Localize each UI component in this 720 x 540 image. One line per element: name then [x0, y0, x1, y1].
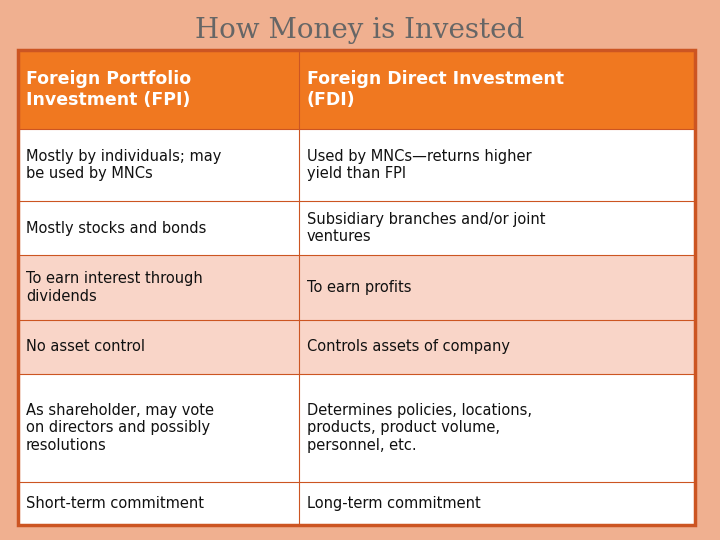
Text: Mostly stocks and bonds: Mostly stocks and bonds [26, 221, 207, 235]
Bar [18, 50, 299, 129]
Text: As shareholder, may vote
on directors and possibly
resolutions: As shareholder, may vote on directors an… [26, 403, 214, 453]
Text: Mostly by individuals; may
be used by MNCs: Mostly by individuals; may be used by MN… [26, 149, 221, 181]
Text: Determines policies, locations,
products, product volume,
personnel, etc.: Determines policies, locations, products… [307, 403, 532, 453]
Bar [18, 320, 695, 374]
Text: No asset control: No asset control [26, 339, 145, 354]
Text: How Money is Invested: How Money is Invested [195, 17, 525, 44]
Bar [18, 50, 695, 525]
Bar [299, 50, 695, 129]
Bar [18, 255, 695, 320]
Text: To earn profits: To earn profits [307, 280, 411, 295]
Text: To earn interest through
dividends: To earn interest through dividends [26, 271, 203, 303]
Text: Foreign Portfolio
Investment (FPI): Foreign Portfolio Investment (FPI) [26, 70, 191, 109]
Text: Foreign Direct Investment
(FDI): Foreign Direct Investment (FDI) [307, 70, 564, 109]
Text: Controls assets of company: Controls assets of company [307, 339, 510, 354]
Bar [18, 201, 695, 255]
Text: Long-term commitment: Long-term commitment [307, 496, 481, 511]
Text: Used by MNCs—returns higher
yield than FPI: Used by MNCs—returns higher yield than F… [307, 149, 531, 181]
Bar [18, 129, 695, 201]
Bar [18, 374, 695, 482]
Text: Short-term commitment: Short-term commitment [26, 496, 204, 511]
Bar [18, 482, 695, 525]
Text: Subsidiary branches and/or joint
ventures: Subsidiary branches and/or joint venture… [307, 212, 546, 244]
